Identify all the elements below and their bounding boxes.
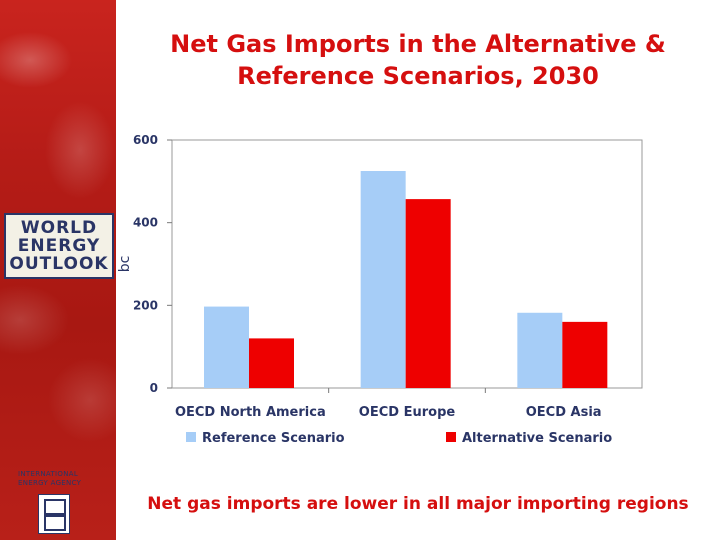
x-category-label: OECD North America [175, 405, 326, 420]
logo-line-1: WORLD [20, 218, 98, 238]
bar-reference [360, 171, 406, 388]
y-tick-label: 600 [133, 133, 158, 147]
logo-line-3: OUTLOOK [9, 254, 109, 274]
sidebar-banner: WORLD ENERGY OUTLOOK INTERNATIONAL ENERG… [0, 0, 116, 540]
weo-logo: WORLD ENERGY OUTLOOK [4, 213, 114, 279]
bar-reference [517, 312, 563, 388]
logo-line-2: ENERGY [17, 236, 101, 256]
bar-chart: 0 200 400 600 bc OECD North America OECD Europ… [117, 133, 643, 446]
iea-name-line-1: INTERNATIONAL [18, 470, 79, 478]
bar-reference [204, 306, 249, 388]
bar-alternative [562, 321, 608, 388]
legend-swatch [186, 432, 196, 442]
slide-title: Net Gas Imports in the Alternative & Ref… [116, 28, 720, 92]
legend-label: Reference Scenario [202, 431, 345, 446]
slide-title-line-2: Reference Scenarios, 2030 [237, 62, 599, 90]
y-tick-label: 400 [133, 216, 158, 230]
slide-title-line-1: Net Gas Imports in the Alternative & [170, 30, 666, 58]
y-axis-label: bc [117, 256, 133, 273]
x-category-label: OECD Asia [526, 405, 602, 420]
x-category-label: OECD Europe [359, 405, 456, 420]
y-tick-label: 200 [133, 298, 158, 312]
legend-swatch [446, 432, 456, 442]
iea-name-line-2: ENERGY AGENCY [18, 479, 82, 487]
y-tick-label: 0 [150, 381, 158, 395]
iea-logo-icon [38, 494, 70, 534]
iea-name: INTERNATIONAL ENERGY AGENCY [18, 470, 108, 488]
legend-label: Alternative Scenario [462, 431, 612, 446]
bar-alternative [405, 199, 451, 388]
slide-caption: Net gas imports are lower in all major i… [147, 494, 689, 514]
bar-alternative [249, 338, 294, 388]
